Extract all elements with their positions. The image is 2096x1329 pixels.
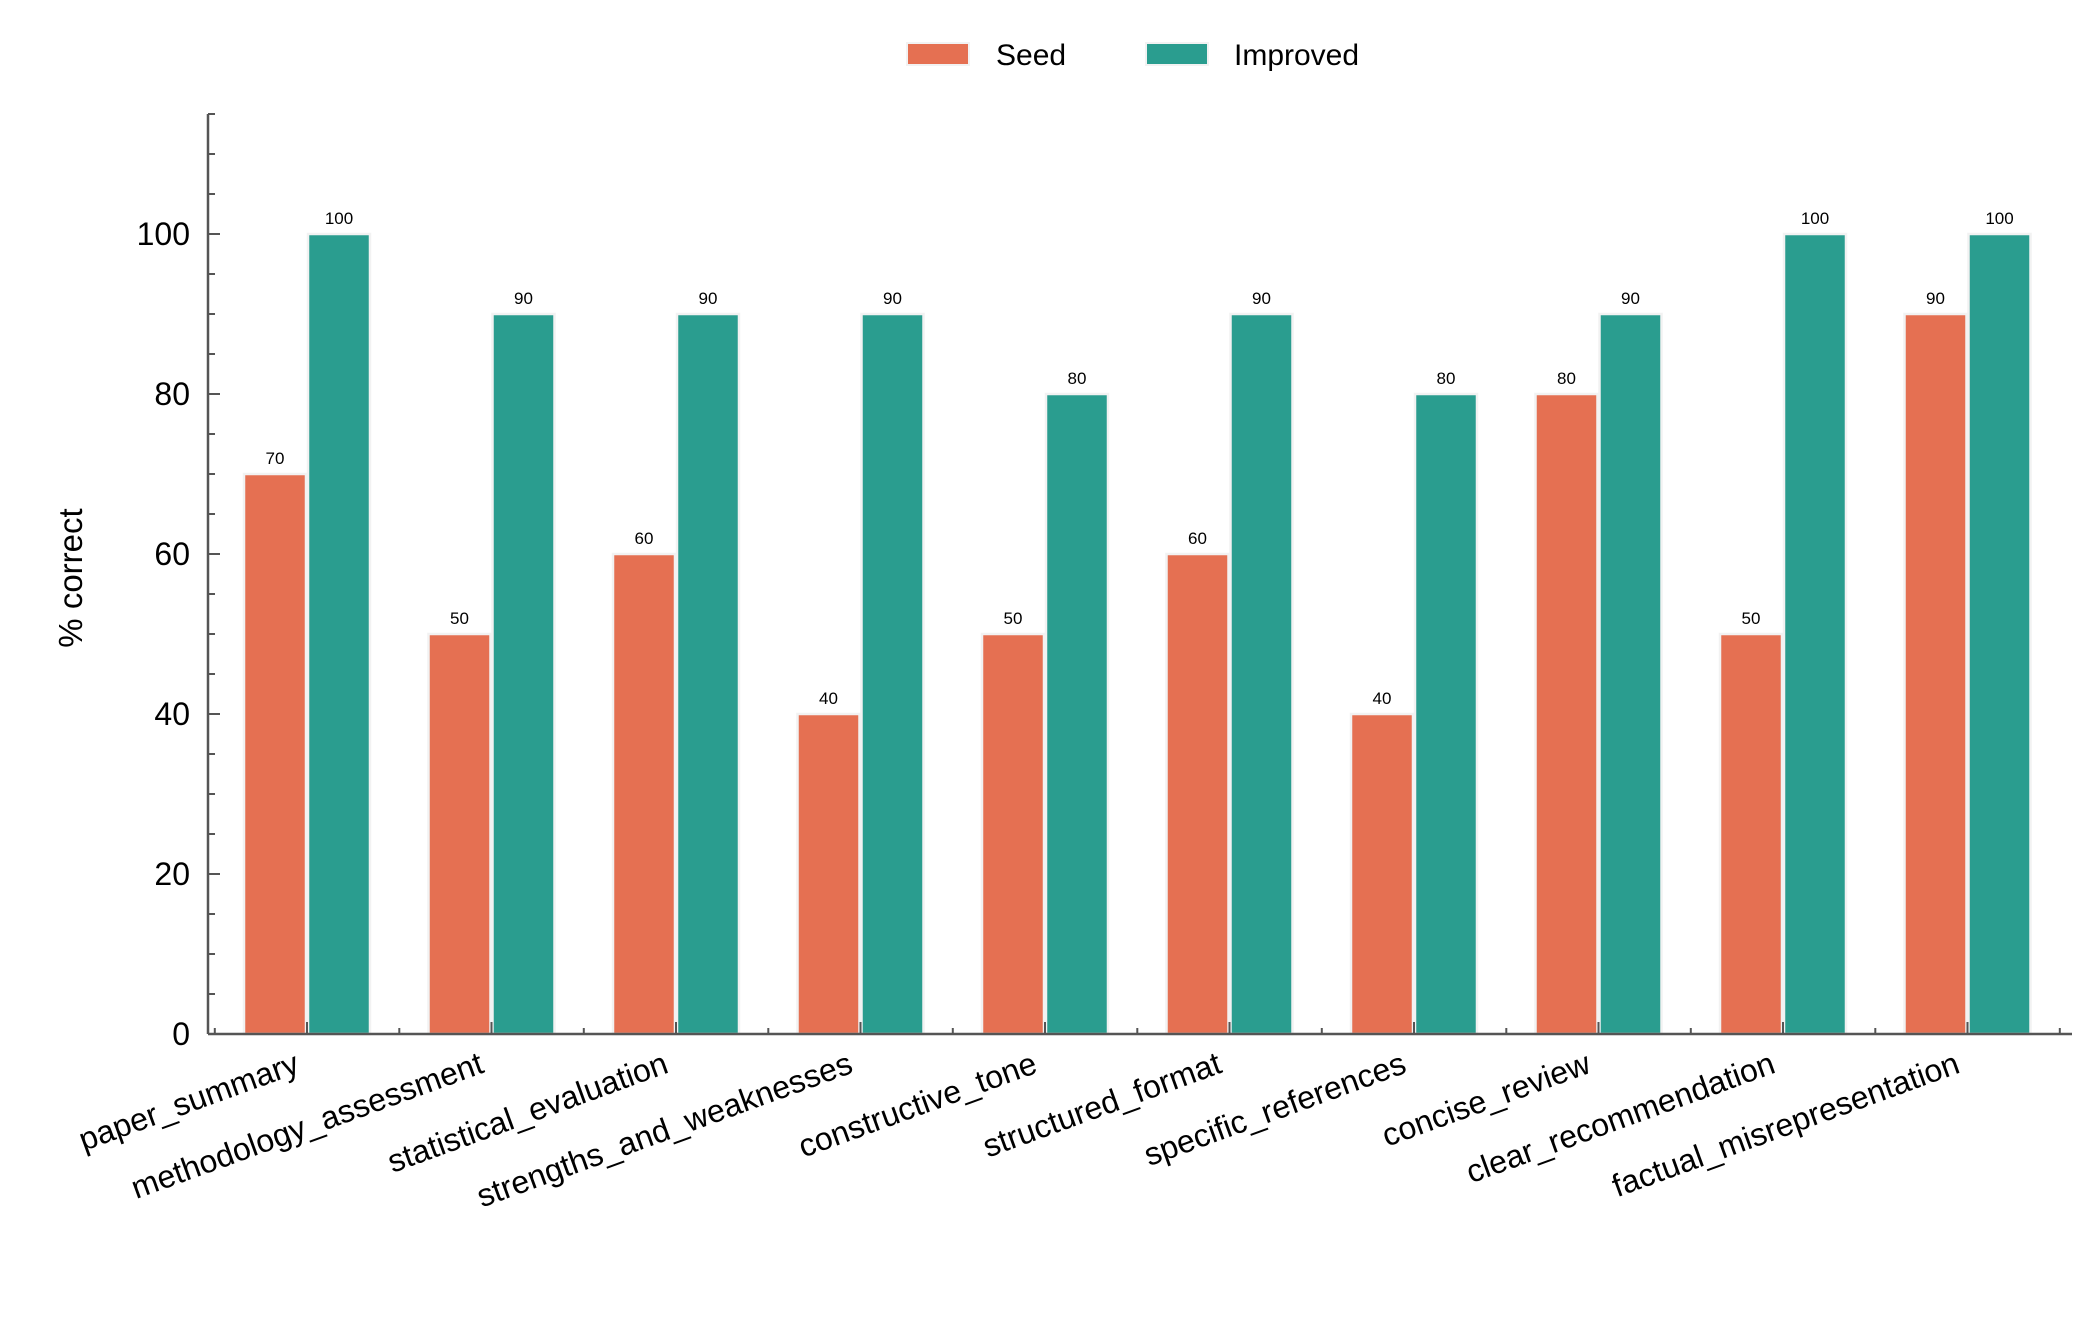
bar-seed-strengths_and_weaknesses [796,712,861,1036]
y-axis-title-group: % correct [52,508,89,647]
bar-improved-clear_recommendation [1782,232,1848,1036]
bar-improved-statistical_evaluation [675,312,741,1036]
data-label-seed-concise_review: 80 [1557,369,1576,388]
bar-improved-paper_summary [306,232,372,1036]
bar-seed-methodology_assessment [427,632,492,1036]
bar-improved-methodology_assessment [491,312,556,1036]
data-label-improved-specific_references: 80 [1437,369,1456,388]
y-tick-label-60: 60 [154,536,190,572]
data-label-improved-statistical_evaluation: 90 [699,289,718,308]
y-axis-title: % correct [52,508,89,647]
y-tick-label-80: 80 [154,376,190,412]
y-tick-label-0: 0 [172,1016,190,1052]
axes-layer: 0 20 40 60 80 100 [137,113,2072,1052]
data-label-seed-clear_recommendation: 50 [1742,609,1761,628]
data-label-improved-methodology_assessment: 90 [514,289,533,308]
bar-seed-specific_references [1349,712,1415,1036]
data-label-seed-statistical_evaluation: 60 [635,529,654,548]
x-tick-label-methodology_assessment: methodology_assessment [126,1045,488,1206]
bar-improved-concise_review [1598,312,1663,1036]
data-label-improved-structured_format: 90 [1252,289,1271,308]
bar-seed-statistical_evaluation [611,552,677,1036]
legend-swatch-seed [906,42,970,66]
data-label-improved-paper_summary: 100 [325,209,353,228]
bar-seed-constructive_tone [980,632,1046,1036]
legend-label-improved: Improved [1234,39,1359,72]
data-label-improved-concise_review: 90 [1621,289,1640,308]
data-label-seed-methodology_assessment: 50 [450,609,469,628]
legend: Seed Improved [906,39,1359,72]
data-label-seed-factual_misrepresentation: 90 [1926,289,1945,308]
legend-swatch-improved [1145,42,1209,66]
bar-seed-concise_review [1534,392,1599,1036]
data-label-improved-clear_recommendation: 100 [1801,209,1829,228]
bar-seed-factual_misrepresentation [1903,312,1968,1036]
data-labels-layer: 70 100 50 90 60 90 40 90 50 80 60 90 40 80 80 90 50 100 90… [266,209,2014,708]
bar-seed-paper_summary [242,472,308,1036]
x-tick-label-factual_misrepresentation: factual_misrepresentation [1607,1045,1964,1204]
data-label-seed-paper_summary: 70 [266,449,285,468]
bar-improved-strengths_and_weaknesses [860,312,925,1036]
y-tick-label-100: 100 [137,216,190,252]
bars-layer [242,232,2032,1036]
data-label-improved-strengths_and_weaknesses: 90 [883,289,902,308]
bar-improved-specific_references [1413,392,1479,1036]
y-tick-label-20: 20 [154,856,190,892]
bar-seed-structured_format [1165,552,1230,1036]
data-label-seed-strengths_and_weaknesses: 40 [819,689,838,708]
data-label-seed-specific_references: 40 [1373,689,1392,708]
legend-label-seed: Seed [996,39,1066,72]
bar-seed-clear_recommendation [1718,632,1784,1036]
bar-improved-structured_format [1229,312,1294,1036]
bar-improved-constructive_tone [1044,392,1110,1036]
data-label-seed-structured_format: 60 [1188,529,1207,548]
bar-improved-factual_misrepresentation [1967,232,2032,1036]
data-label-improved-factual_misrepresentation: 100 [1985,209,2013,228]
data-label-improved-constructive_tone: 80 [1068,369,1087,388]
x-tick-labels-layer: paper_summarymethodology_assessmentstati… [74,1044,1964,1214]
y-tick-label-40: 40 [154,696,190,732]
data-label-seed-constructive_tone: 50 [1004,609,1023,628]
